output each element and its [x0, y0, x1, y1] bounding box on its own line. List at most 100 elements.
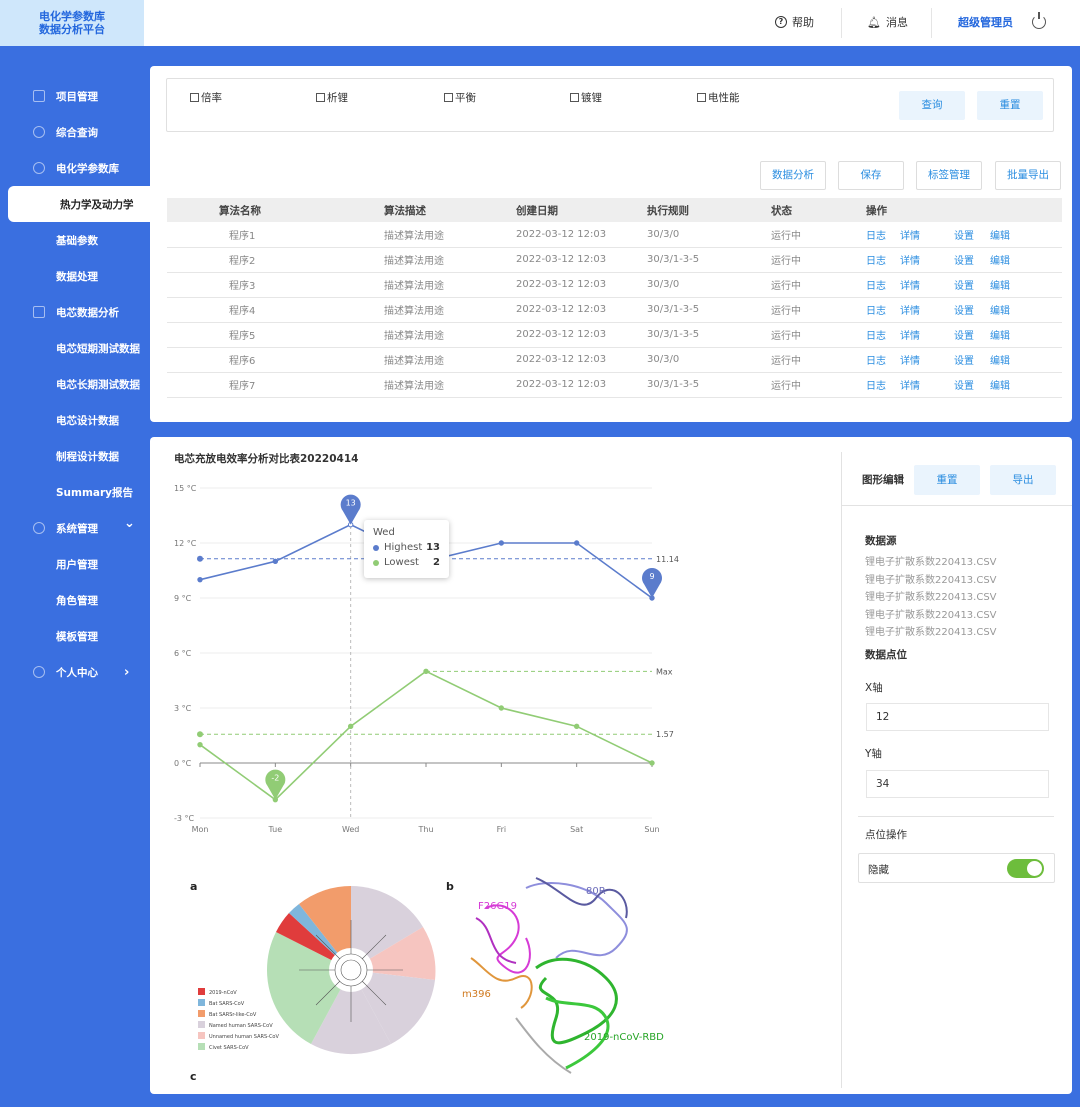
- tag-manage-button[interactable]: 标签管理: [916, 161, 982, 190]
- query-button[interactable]: 查询: [899, 91, 965, 120]
- help-button[interactable]: ? 帮助: [775, 14, 814, 30]
- filter-checkbox[interactable]: 析锂: [316, 90, 348, 105]
- cell-status: 运行中: [771, 372, 866, 398]
- x-tick-label: Thu: [417, 825, 433, 834]
- data-analysis-button[interactable]: 数据分析: [760, 161, 826, 190]
- cell-rule: 30/3/1-3-5: [647, 372, 771, 398]
- row-action-link[interactable]: 设置: [954, 281, 974, 292]
- cell-status: 运行中: [771, 347, 866, 373]
- row-action-link[interactable]: 详情: [900, 381, 920, 392]
- row-action-link[interactable]: 设置: [954, 256, 974, 267]
- app-brand: 电化学参数库 数据分析平台: [0, 0, 144, 46]
- y-axis-input[interactable]: 34: [866, 770, 1049, 798]
- messages-button[interactable]: 🔔︎ 消息: [867, 14, 908, 30]
- power-icon[interactable]: [1032, 12, 1046, 29]
- sidebar-item[interactable]: 热力学及动力学: [8, 186, 150, 222]
- checkbox-box[interactable]: [570, 93, 579, 102]
- sidebar-item[interactable]: 模板管理: [0, 618, 150, 654]
- sidebar-item[interactable]: 电化学参数库: [0, 150, 150, 186]
- checkbox-box[interactable]: [444, 93, 453, 102]
- checkbox-box[interactable]: [697, 93, 706, 102]
- checkbox-box[interactable]: [316, 93, 325, 102]
- sidebar-item[interactable]: 电芯数据分析: [0, 294, 150, 330]
- sidebar-item[interactable]: 项目管理: [0, 78, 150, 114]
- row-action-link[interactable]: 编辑: [990, 331, 1010, 342]
- database-icon: [33, 126, 45, 138]
- cell-status: 运行中: [771, 322, 866, 348]
- col-actions: 操作: [866, 198, 1062, 222]
- row-action-link[interactable]: 设置: [954, 356, 974, 367]
- cell-spacer: [167, 272, 219, 298]
- table-row: 程序6 描述算法用途 2022-03-12 12:03 30/3/0 运行中 日志 详情 设置…: [167, 347, 1062, 373]
- filter-checkbox[interactable]: 镀锂: [570, 90, 602, 105]
- filter-checkbox[interactable]: 倍率: [190, 90, 222, 105]
- row-action-link[interactable]: 日志: [866, 256, 886, 267]
- filter-checkbox[interactable]: 平衡: [444, 90, 476, 105]
- cell-desc: 描述算法用途: [384, 297, 516, 323]
- sidebar-item[interactable]: 个人中心 ›: [0, 654, 150, 690]
- sidebar-item[interactable]: 制程设计数据: [0, 438, 150, 474]
- filter-checkbox[interactable]: 电性能: [697, 90, 740, 105]
- data-point: [197, 741, 203, 748]
- row-action-link[interactable]: 设置: [954, 381, 974, 392]
- row-action-link[interactable]: 编辑: [990, 381, 1010, 392]
- row-action-link[interactable]: 日志: [866, 306, 886, 317]
- row-action-link[interactable]: 编辑: [990, 306, 1010, 317]
- checkbox-box[interactable]: [190, 93, 199, 102]
- data-source-file[interactable]: 锂电子扩散系数220413.CSV: [865, 627, 997, 638]
- sidebar-item[interactable]: 系统管理 ⌄: [0, 510, 150, 546]
- x-tick-label: Sat: [570, 825, 583, 834]
- cell-spacer: [167, 347, 219, 373]
- sidebar-item[interactable]: 电芯设计数据: [0, 402, 150, 438]
- cell-rule: 30/3/1-3-5: [647, 247, 771, 273]
- row-action-link[interactable]: 日志: [866, 281, 886, 292]
- sidebar-item[interactable]: 电芯短期测试数据: [0, 330, 150, 366]
- sidebar-item[interactable]: 电芯长期测试数据: [0, 366, 150, 402]
- user-icon: [33, 666, 45, 678]
- row-action-link[interactable]: 详情: [900, 331, 920, 342]
- row-action-link[interactable]: 日志: [866, 331, 886, 342]
- reset-button[interactable]: 重置: [977, 91, 1043, 120]
- row-action-link[interactable]: 详情: [900, 356, 920, 367]
- row-action-link[interactable]: 设置: [954, 331, 974, 342]
- row-action-link[interactable]: 编辑: [990, 281, 1010, 292]
- row-action-link[interactable]: 详情: [900, 230, 920, 242]
- row-action-link[interactable]: 日志: [866, 356, 886, 367]
- data-source-file[interactable]: 锂电子扩散系数220413.CSV: [865, 557, 997, 568]
- series-dot: [373, 544, 379, 551]
- sidebar-item[interactable]: 数据处理: [0, 258, 150, 294]
- row-action-link[interactable]: 设置: [954, 230, 974, 242]
- sidebar-item[interactable]: 基础参数: [0, 222, 150, 258]
- save-button[interactable]: 保存: [838, 161, 904, 190]
- cell-name: 程序6: [219, 347, 384, 373]
- data-source-file[interactable]: 锂电子扩散系数220413.CSV: [865, 592, 997, 603]
- row-action-link[interactable]: 详情: [900, 256, 920, 267]
- batch-export-button[interactable]: 批量导出: [995, 161, 1061, 190]
- data-point: [573, 540, 580, 546]
- admin-user-menu[interactable]: 超级管理员: [958, 16, 1013, 29]
- editor-reset-button[interactable]: 重置: [914, 465, 980, 495]
- y-tick-label: 3 °C: [174, 704, 192, 713]
- x-axis-input[interactable]: 12: [866, 703, 1049, 731]
- data-source-file[interactable]: 锂电子扩散系数220413.CSV: [865, 609, 997, 621]
- average-label: 1.57: [656, 730, 674, 739]
- sidebar-item[interactable]: Summary报告: [0, 474, 150, 510]
- sidebar-item[interactable]: 综合查询: [0, 114, 150, 150]
- editor-export-button[interactable]: 导出: [990, 465, 1056, 495]
- cell-status: 运行中: [771, 272, 866, 298]
- sidebar-item[interactable]: 角色管理: [0, 582, 150, 618]
- gear-icon: [33, 522, 45, 534]
- row-action-link[interactable]: 编辑: [990, 230, 1010, 242]
- row-action-link[interactable]: 详情: [900, 306, 920, 317]
- row-action-link[interactable]: 设置: [954, 306, 974, 317]
- row-action-link[interactable]: 日志: [866, 230, 886, 242]
- sidebar-item[interactable]: 用户管理: [0, 546, 150, 582]
- row-action-link[interactable]: 详情: [900, 281, 920, 292]
- data-source-file[interactable]: 锂电子扩散系数220413.CSV: [865, 574, 997, 586]
- cell-date: 2022-03-12 12:03: [516, 272, 647, 298]
- row-action-link[interactable]: 编辑: [990, 356, 1010, 367]
- hide-toggle[interactable]: [1007, 859, 1044, 878]
- row-action-link[interactable]: 日志: [866, 381, 886, 392]
- research-figure: a b c 2019-nCoV Bat SARS-CoV Bat SARSr-lik…: [190, 877, 664, 1083]
- row-action-link[interactable]: 编辑: [990, 256, 1010, 267]
